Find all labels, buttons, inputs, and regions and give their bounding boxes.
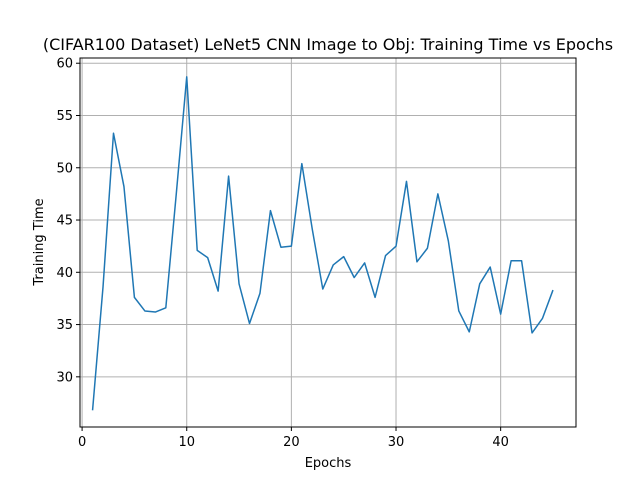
- x-tick-label: 0: [78, 435, 86, 450]
- chart-title: (CIFAR100 Dataset) LeNet5 CNN Image to O…: [43, 35, 613, 54]
- y-tick-label: 50: [56, 161, 73, 176]
- series-line-0: [91, 76, 554, 411]
- y-tick-label: 35: [56, 318, 73, 333]
- x-tick-label: 30: [388, 435, 405, 450]
- y-axis-label: Training Time: [32, 198, 47, 286]
- series-group: [91, 76, 554, 411]
- x-axis-label: Epochs: [305, 456, 352, 471]
- x-axis: 0 10 20 30 40: [78, 427, 509, 450]
- grid-lines: [80, 58, 576, 427]
- y-tick-label: 55: [56, 109, 73, 124]
- y-tick-label: 45: [56, 214, 73, 229]
- y-axis: 30 35 40 45 50 55 60: [56, 57, 80, 385]
- plot-frame: [79, 57, 577, 428]
- y-tick-label: 30: [56, 370, 73, 385]
- y-tick-label: 60: [56, 57, 73, 72]
- x-tick-label: 40: [492, 435, 509, 450]
- x-tick-label: 10: [178, 435, 195, 450]
- x-tick-label: 20: [283, 435, 300, 450]
- y-tick-label: 40: [56, 266, 73, 281]
